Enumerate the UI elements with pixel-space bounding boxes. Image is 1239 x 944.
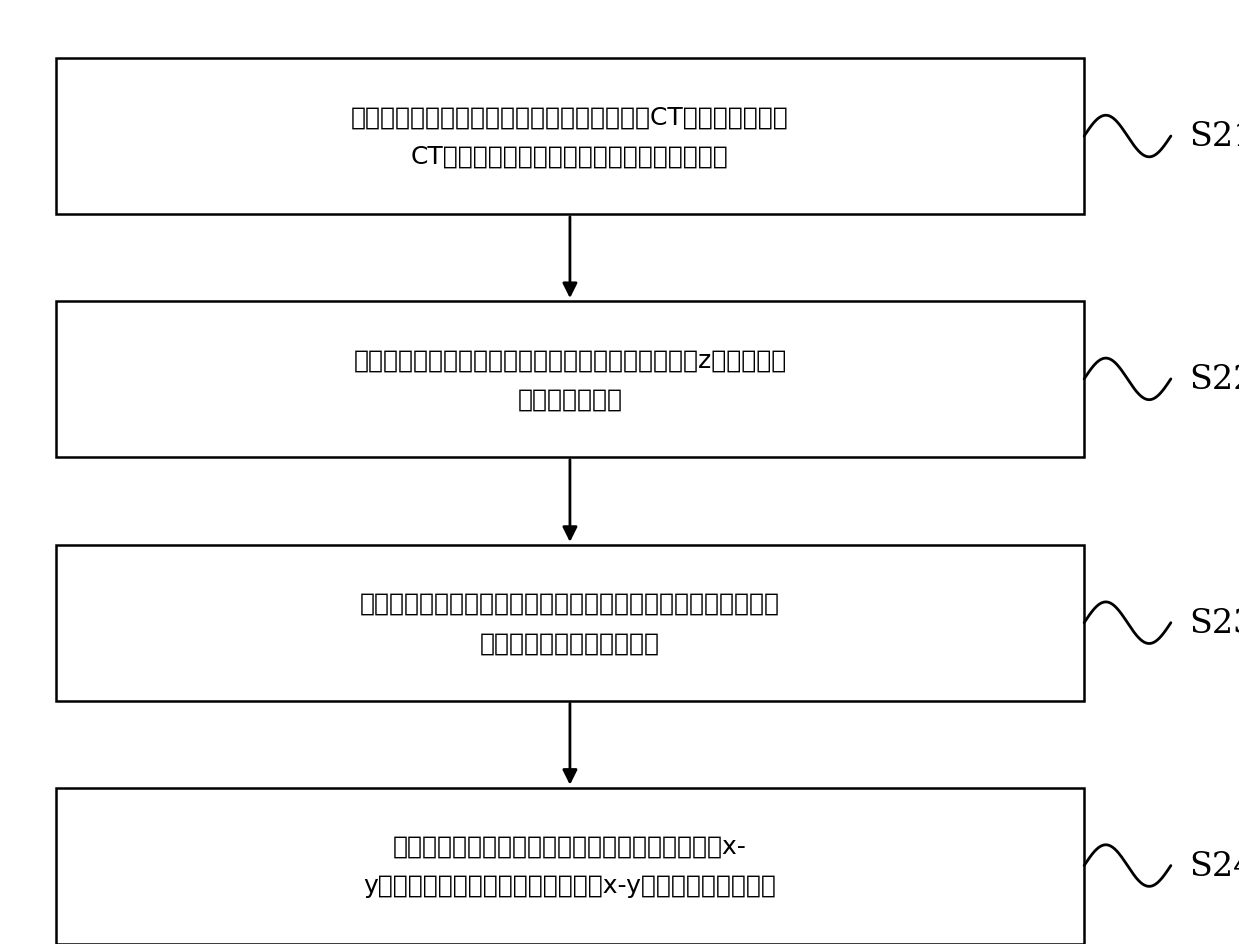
FancyBboxPatch shape [56,59,1084,215]
FancyBboxPatch shape [56,302,1084,458]
Text: S23: S23 [1189,607,1239,639]
FancyBboxPatch shape [56,546,1084,700]
FancyBboxPatch shape [56,787,1084,944]
Text: S22: S22 [1189,363,1239,396]
Text: 获取每个体层对应的断层图像的投影方向，根据投影方向确定投
影方向对应的第二吸收剂量: 获取每个体层对应的断层图像的投影方向，根据投影方向确定投 影方向对应的第二吸收剂… [361,592,779,654]
Text: 将投影方向对应的第二吸收剂量作为各体层对应的x-
y平面的吸收剂量分布信息，其中，x-y平面平行于断层图像: 将投影方向对应的第二吸收剂量作为各体层对应的x- y平面的吸收剂量分布信息，其中… [363,834,777,897]
Text: 获取每个体层对应的断层图像的所有像素点的CT值加权和，并将
CT值加权和作为每个体层对应的第一吸收剂量: 获取每个体层对应的断层图像的所有像素点的CT值加权和，并将 CT值加权和作为每个… [351,106,789,168]
Text: S24: S24 [1189,850,1239,882]
Text: 根据多个体层对应的第一吸收剂量，确定目标部位在z轴方向的吸
收剂量分布信息: 根据多个体层对应的第一吸收剂量，确定目标部位在z轴方向的吸 收剂量分布信息 [353,348,787,411]
Text: S21: S21 [1189,121,1239,153]
